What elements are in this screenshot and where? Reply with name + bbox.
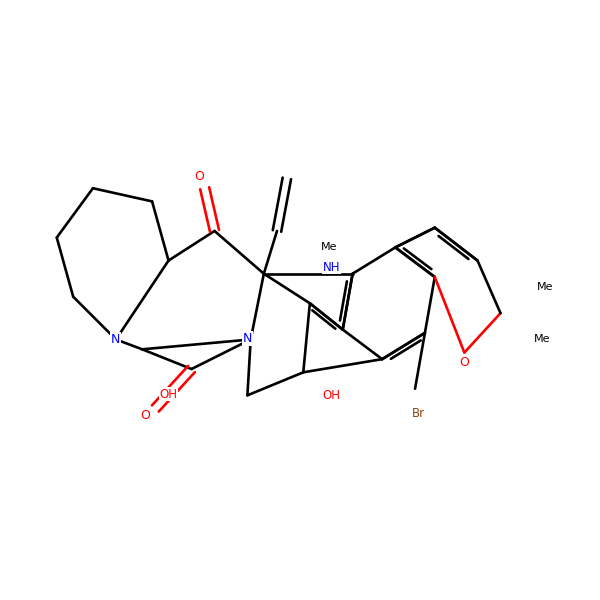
Text: O: O	[460, 356, 469, 369]
Text: N: N	[243, 332, 252, 344]
Text: Me: Me	[537, 282, 553, 292]
Text: OH: OH	[160, 388, 178, 401]
Text: O: O	[194, 170, 205, 183]
Text: OH: OH	[322, 389, 340, 402]
Text: Br: Br	[412, 407, 425, 420]
Text: N: N	[111, 333, 121, 346]
Text: Me: Me	[322, 242, 338, 253]
Text: Me: Me	[533, 334, 550, 344]
Text: NH: NH	[323, 260, 340, 274]
Text: O: O	[140, 409, 151, 422]
